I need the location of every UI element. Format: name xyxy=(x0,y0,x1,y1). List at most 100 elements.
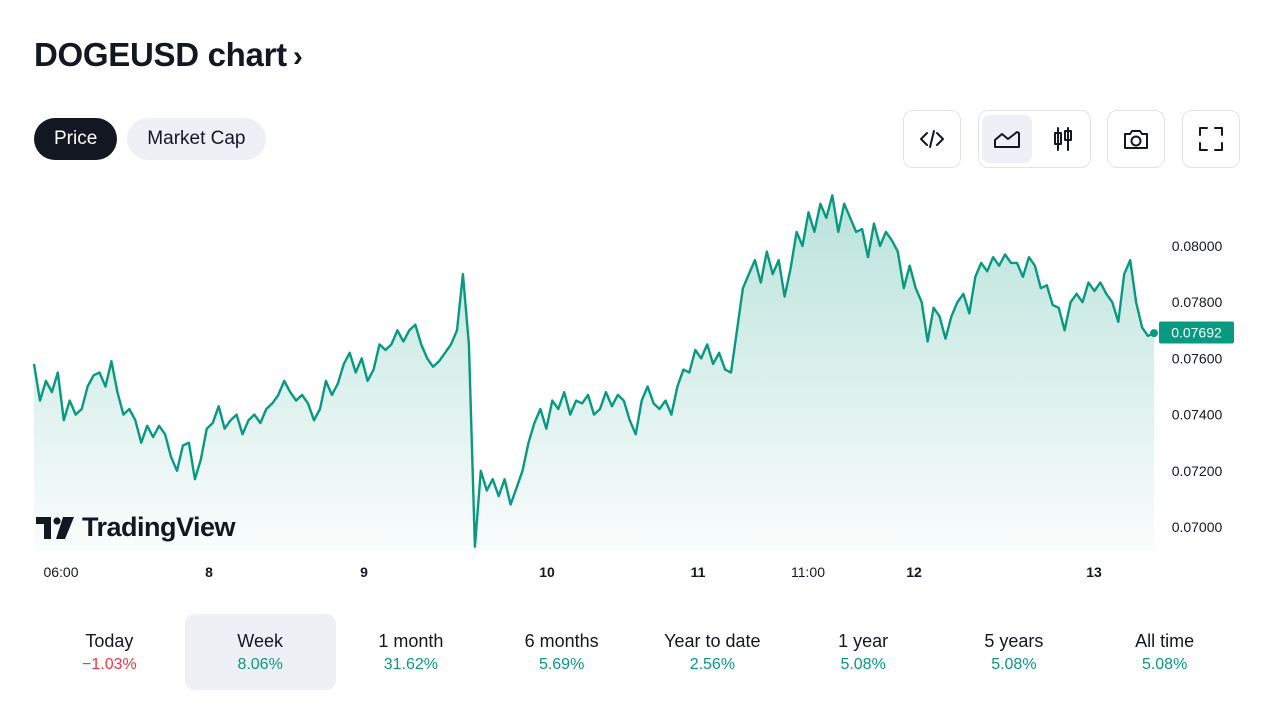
price-chart[interactable]: 0.08000 0.07800 0.07600 0.07400 0.07200 0.070… xyxy=(0,180,1280,590)
candles-style-button[interactable] xyxy=(1038,115,1088,163)
data-point xyxy=(1106,293,1108,295)
data-point xyxy=(1094,290,1096,292)
data-point xyxy=(391,344,393,346)
data-point xyxy=(1082,301,1084,303)
data-point xyxy=(546,428,548,430)
data-point xyxy=(492,478,494,480)
data-point xyxy=(826,217,828,219)
data-point xyxy=(385,349,387,351)
x-tick-label: 9 xyxy=(360,564,368,580)
data-point xyxy=(51,391,53,393)
data-point xyxy=(921,301,923,303)
data-point xyxy=(873,223,875,225)
data-point xyxy=(1052,304,1054,306)
data-point xyxy=(266,408,268,410)
data-point xyxy=(403,341,405,343)
data-point xyxy=(861,228,863,230)
data-point xyxy=(1123,273,1125,275)
period-1-month[interactable]: 1 month 31.62% xyxy=(336,614,487,690)
data-point xyxy=(802,245,804,247)
data-point xyxy=(772,273,774,275)
period-all-time[interactable]: All time 5.08% xyxy=(1089,614,1240,690)
data-point xyxy=(837,231,839,233)
y-tick-label: 0.07400 xyxy=(1172,407,1223,423)
period-6-months[interactable]: 6 months 5.69% xyxy=(486,614,637,690)
period-today[interactable]: Today −1.03% xyxy=(34,614,185,690)
data-point xyxy=(99,372,101,374)
tab-market-cap[interactable]: Market Cap xyxy=(127,118,266,160)
period-label: 1 month xyxy=(378,630,444,651)
period-label: Week xyxy=(237,630,283,651)
x-tick-label: 12 xyxy=(906,564,922,580)
data-point xyxy=(325,380,327,382)
period-year-to-date[interactable]: Year to date 2.56% xyxy=(637,614,788,690)
period-change: 2.56% xyxy=(689,655,736,673)
data-point xyxy=(176,470,178,472)
data-point xyxy=(1022,276,1024,278)
period-5-years[interactable]: 5 years 5.08% xyxy=(939,614,1090,690)
data-point xyxy=(1135,301,1137,303)
data-point xyxy=(170,456,172,458)
price-area-fill xyxy=(34,195,1154,551)
data-point xyxy=(319,408,321,410)
data-point xyxy=(313,419,315,421)
data-point xyxy=(438,360,440,362)
embed-code-button[interactable] xyxy=(903,110,961,168)
data-point xyxy=(1028,256,1030,258)
data-point xyxy=(337,383,339,385)
data-point xyxy=(820,203,822,205)
data-point xyxy=(706,344,708,346)
data-point xyxy=(551,400,553,402)
data-point xyxy=(718,352,720,354)
last-price-badge xyxy=(1159,321,1234,344)
data-point xyxy=(420,344,422,346)
period-1-year[interactable]: 1 year 5.08% xyxy=(788,614,939,690)
fullscreen-button[interactable] xyxy=(1182,110,1240,168)
data-point xyxy=(134,419,136,421)
data-point xyxy=(379,344,381,346)
x-tick-label: 10 xyxy=(539,564,555,580)
data-point xyxy=(974,276,976,278)
price-line-series xyxy=(32,194,1155,548)
data-point xyxy=(486,490,488,492)
data-point xyxy=(599,408,601,410)
data-point xyxy=(236,414,238,416)
data-point xyxy=(563,391,565,393)
data-point xyxy=(93,374,95,376)
data-point xyxy=(105,386,107,388)
data-point xyxy=(248,419,250,421)
data-point xyxy=(63,419,65,421)
data-point xyxy=(123,414,125,416)
period-week[interactable]: Week 8.06% xyxy=(184,614,336,690)
data-point xyxy=(986,270,988,272)
embed-code-icon xyxy=(920,130,944,148)
data-point xyxy=(891,240,893,242)
data-point xyxy=(534,422,536,424)
data-point xyxy=(1004,254,1006,256)
data-point xyxy=(647,386,649,388)
data-point xyxy=(480,470,482,472)
period-label: 6 months xyxy=(524,630,599,651)
camera-icon xyxy=(1124,130,1148,149)
data-point xyxy=(760,282,762,284)
tab-price[interactable]: Price xyxy=(34,118,118,160)
data-point xyxy=(242,433,244,435)
data-point xyxy=(1141,327,1143,329)
data-point xyxy=(593,414,595,416)
data-point xyxy=(951,315,953,317)
data-point xyxy=(605,391,607,393)
data-point xyxy=(373,369,375,371)
screenshot-button[interactable] xyxy=(1107,110,1165,168)
area-style-button[interactable] xyxy=(981,115,1032,163)
page-title[interactable]: DOGEUSD chart › xyxy=(34,36,303,74)
data-point xyxy=(456,330,458,332)
data-point xyxy=(57,372,59,374)
data-point xyxy=(81,408,83,410)
data-point xyxy=(933,307,935,309)
data-point xyxy=(194,478,196,480)
data-point xyxy=(510,504,512,506)
data-point xyxy=(1046,285,1048,287)
data-point xyxy=(117,391,119,393)
data-point xyxy=(963,293,965,295)
data-point xyxy=(450,344,452,346)
